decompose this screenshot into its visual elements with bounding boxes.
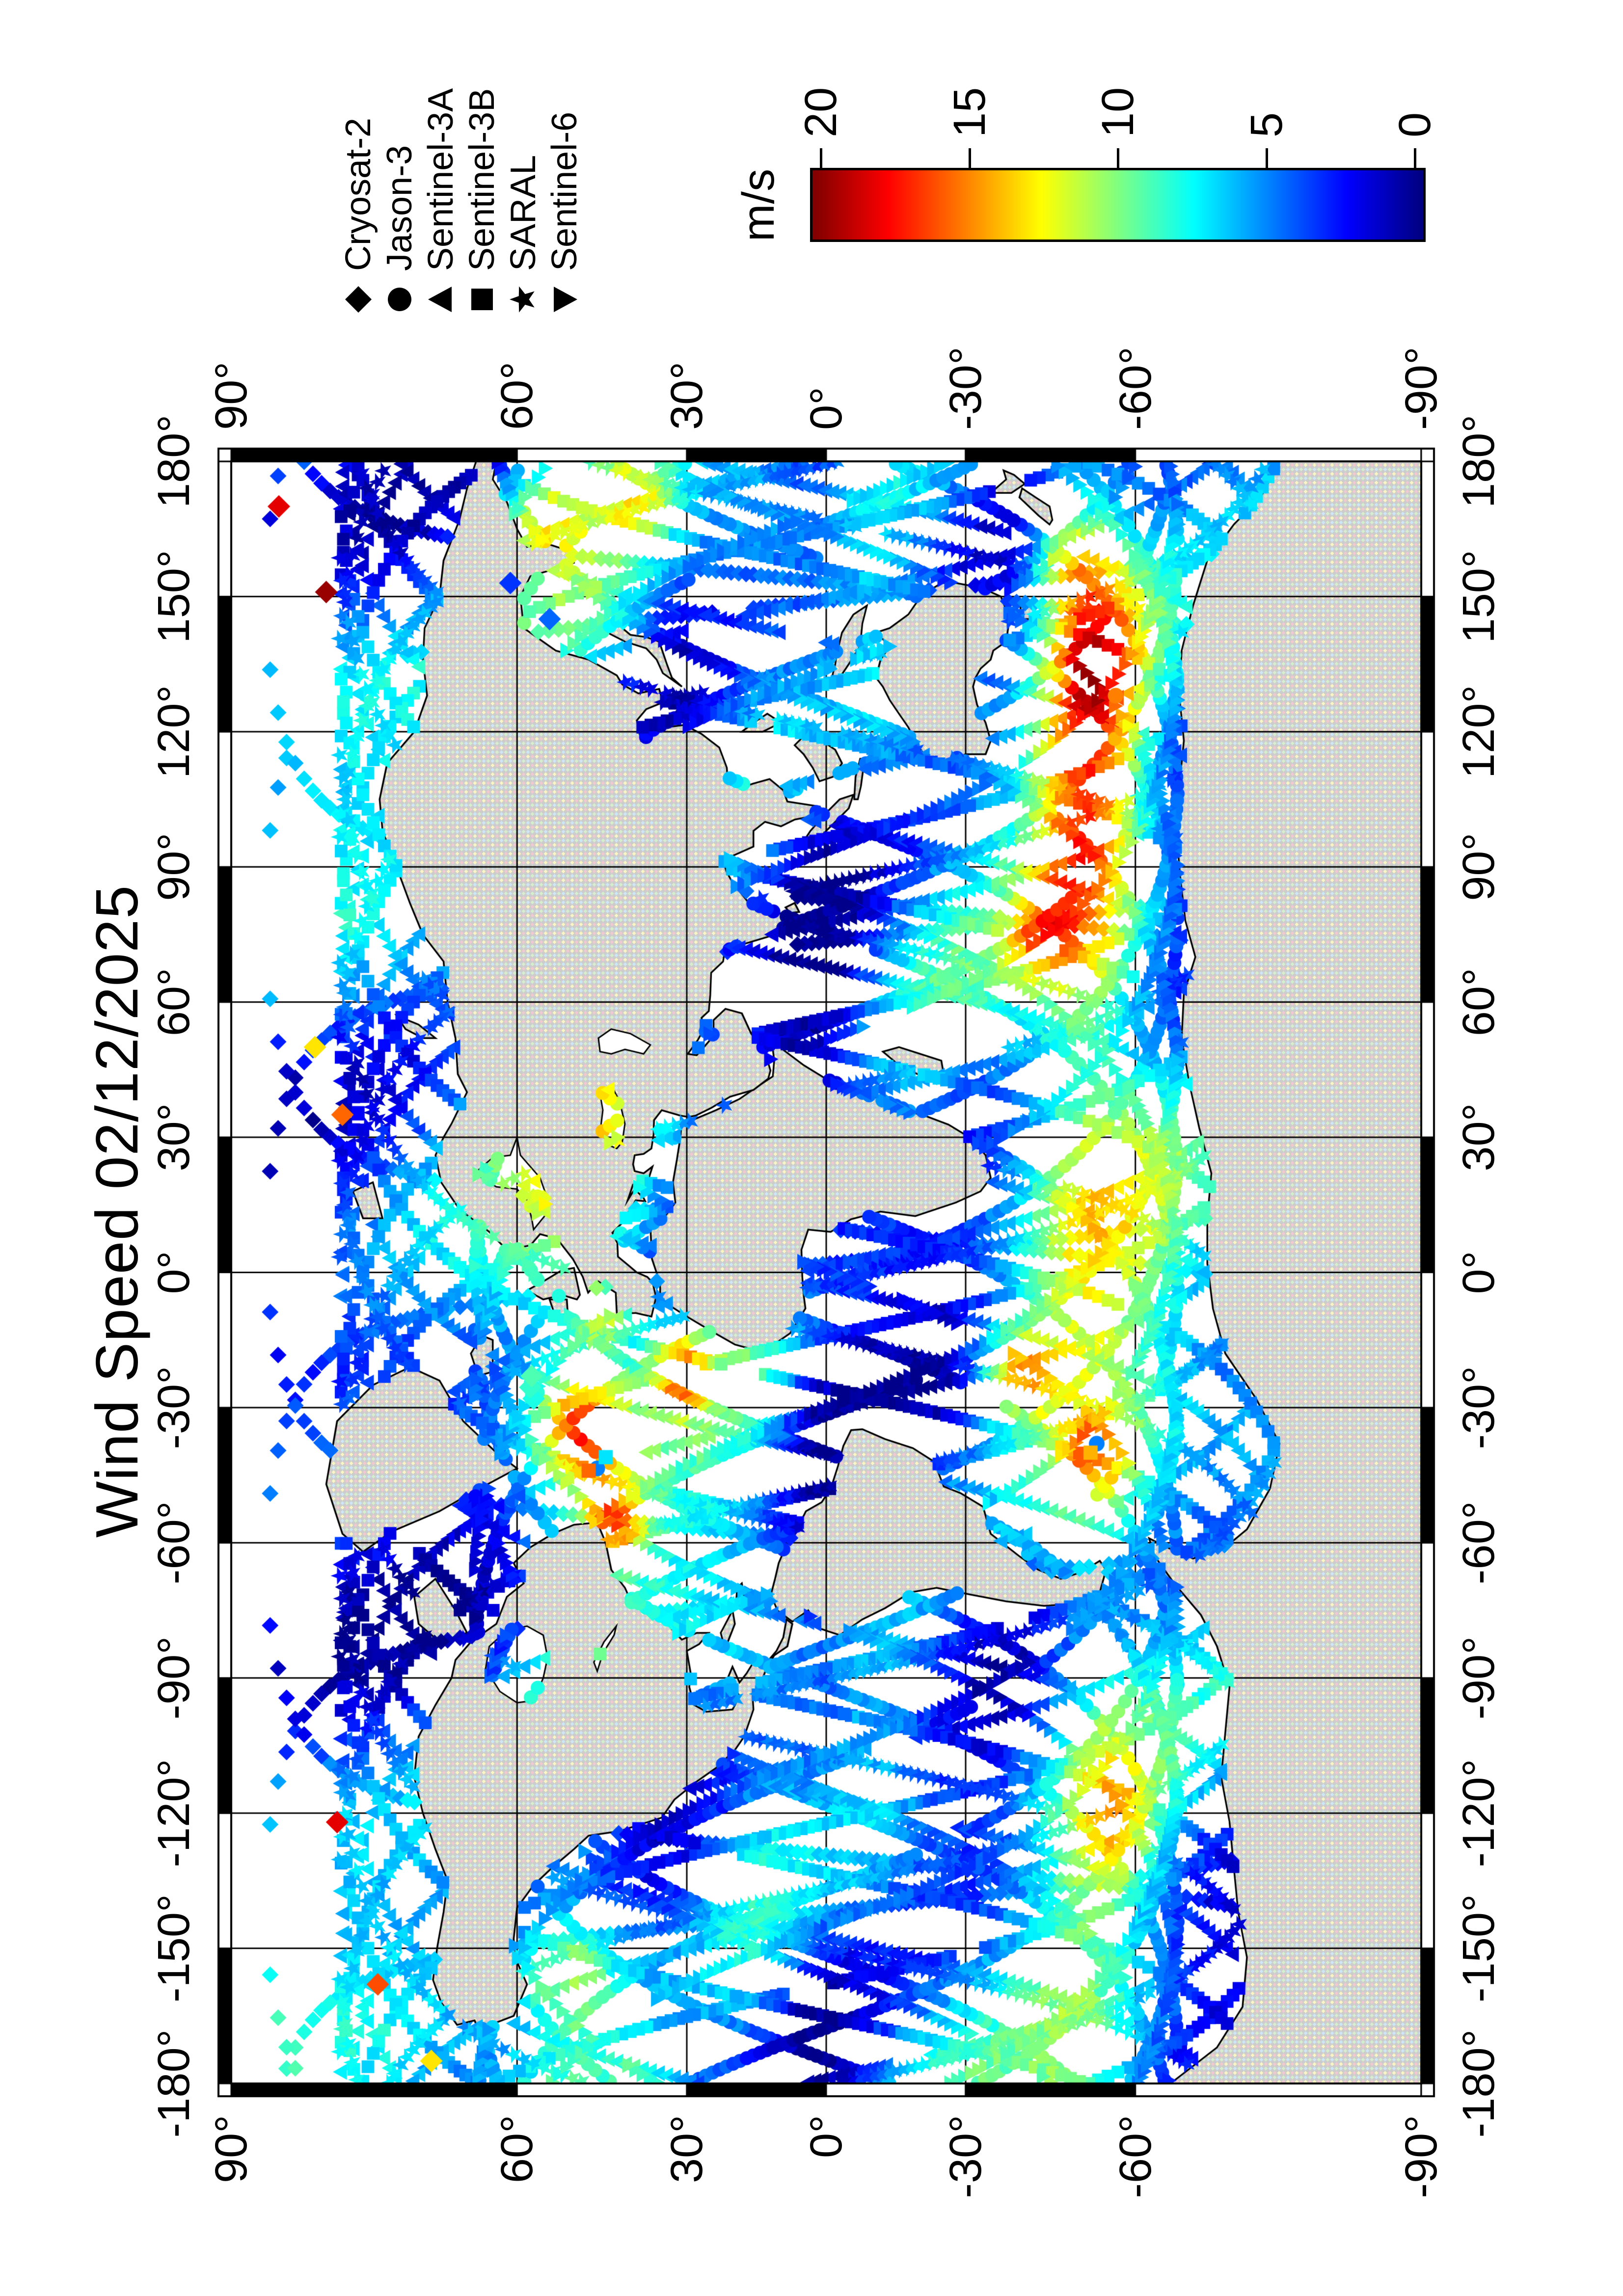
triangle-down-icon — [554, 287, 577, 312]
lat-axis-label-left: 90° — [206, 2115, 256, 2184]
lat-axis-label-left: -30° — [940, 2115, 991, 2198]
lat-axis-label-right: -30° — [940, 347, 991, 430]
lon-axis-label-top: 180° — [149, 414, 199, 508]
legend-label: Sentinel-6 — [545, 111, 584, 271]
colorbar-unit-label: m/s — [733, 168, 784, 242]
colorbar-tick — [1117, 148, 1119, 168]
diamond-icon — [345, 286, 372, 313]
lat-axis-label-right: 30° — [662, 361, 712, 430]
plot-title: Wind Speed 02/12/2025 — [83, 884, 150, 1538]
lat-axis-label-left: -60° — [1110, 2115, 1161, 2198]
colorbar-tick-label: 10 — [1093, 87, 1143, 137]
legend-item-sentinel-3b: Sentinel-3B — [461, 88, 503, 319]
lat-axis-label-left: 60° — [492, 2115, 542, 2184]
lat-axis-label-right: -60° — [1110, 347, 1161, 430]
lat-axis-label-right: 60° — [492, 361, 542, 430]
colorbar-tick-label: 20 — [796, 87, 846, 137]
colorbar-tick — [968, 148, 971, 168]
colorbar-tick-label: 15 — [944, 87, 995, 137]
legend-label: Cryosat-2 — [339, 117, 378, 271]
circle-icon — [388, 288, 411, 311]
legend-item-cryosat-2: Cryosat-2 — [338, 118, 379, 319]
colorbar-tick-label: 5 — [1241, 112, 1292, 137]
lat-axis-label-left: -90° — [1396, 2115, 1446, 2198]
triangle-up-icon — [428, 287, 452, 312]
lat-axis-label-left: 0° — [801, 2115, 851, 2158]
legend-item-sentinel-3a: Sentinel-3A — [420, 88, 461, 319]
colorbar-tick — [1265, 148, 1268, 168]
lat-axis-label-left: 30° — [662, 2115, 712, 2184]
lon-axis-label-bottom: 180° — [1454, 414, 1504, 508]
colorbar-tick — [820, 148, 822, 168]
legend-item-jason-3: Jason-3 — [379, 145, 420, 319]
lat-axis-label-right: -90° — [1396, 347, 1446, 430]
legend-label: Sentinel-3A — [421, 88, 460, 271]
legend-label: Jason-3 — [380, 145, 419, 271]
square-icon — [471, 289, 493, 310]
colorbar-tick — [1414, 148, 1416, 168]
lat-axis-label-right: 90° — [206, 361, 256, 430]
lat-axis-label-right: 0° — [801, 387, 851, 430]
legend-item-sentinel-6: Sentinel-6 — [544, 112, 585, 319]
star-icon — [510, 286, 535, 313]
legend-item-saral: SARAL — [503, 155, 544, 319]
colorbar-tick-label: 0 — [1390, 112, 1440, 137]
